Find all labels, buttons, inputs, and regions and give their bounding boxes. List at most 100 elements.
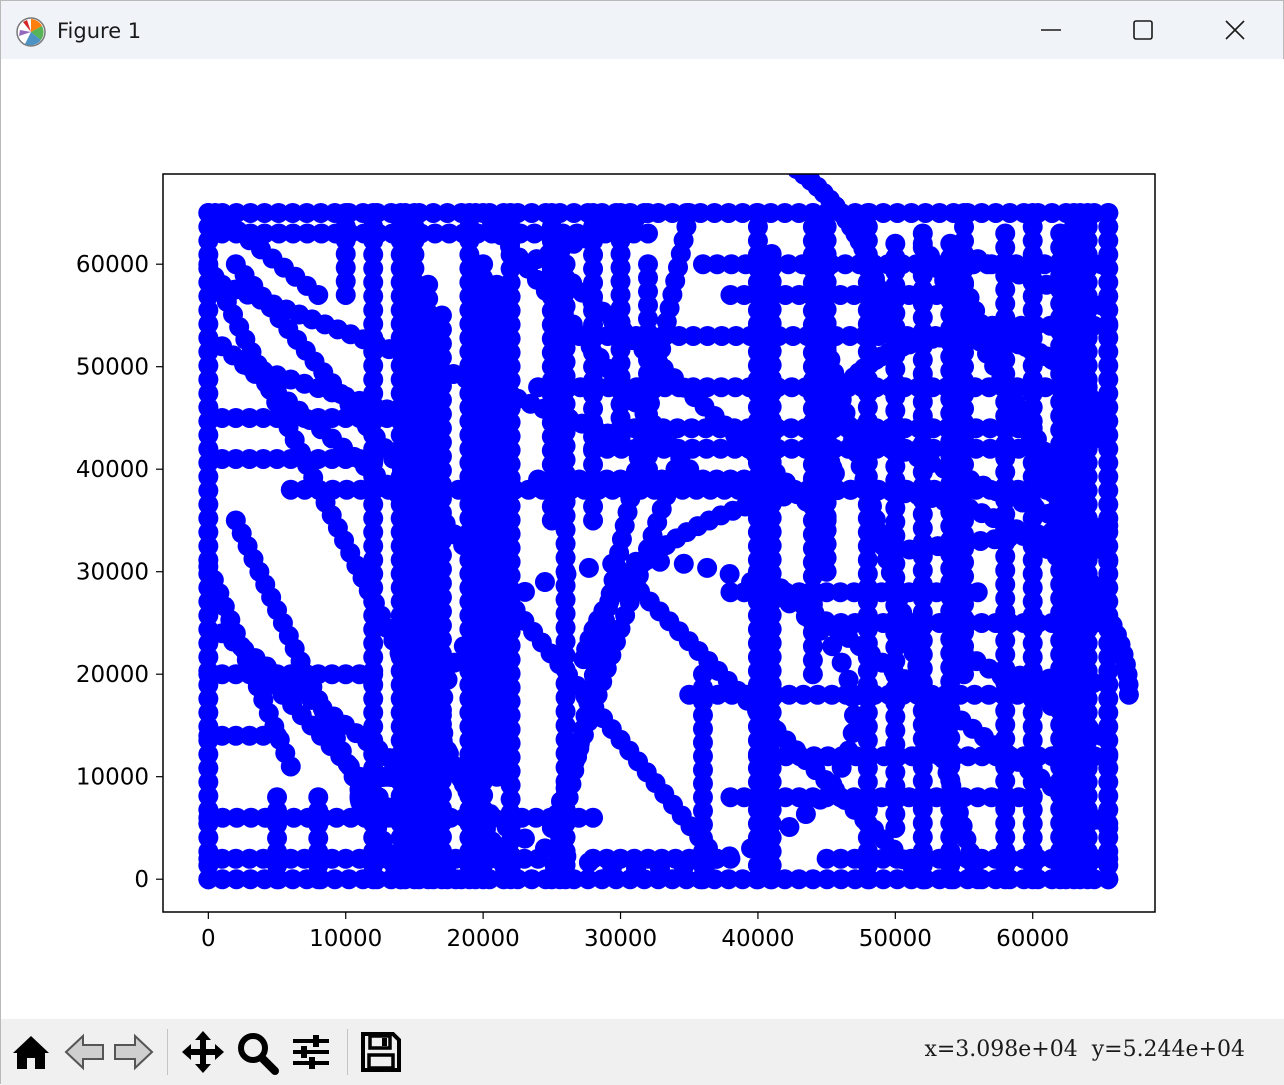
minimize-button[interactable]: [1005, 1, 1097, 59]
data-point: [747, 746, 768, 767]
figure-canvas[interactable]: 0 10000 20000 30000 40000 50000 60000 0 10000 200…: [1, 59, 1284, 1019]
data-point: [995, 813, 1016, 834]
data-point: [431, 305, 452, 326]
data-point: [816, 547, 837, 568]
data-point: [390, 202, 411, 223]
data-point: [954, 384, 975, 405]
data-point: [363, 452, 384, 473]
data-point: [1022, 577, 1043, 598]
data-point: [1098, 688, 1119, 709]
data-point: [887, 202, 908, 223]
data-point: [844, 848, 865, 869]
data-point: [212, 869, 233, 890]
data-point: [1008, 787, 1029, 808]
data-point: [844, 582, 865, 603]
data-point: [761, 549, 782, 570]
data-point: [761, 787, 782, 808]
data-point: [500, 649, 521, 670]
title-bar[interactable]: Figure 1: [1, 1, 1283, 59]
data-point: [390, 827, 411, 848]
back-button[interactable]: [63, 1029, 107, 1075]
data-point: [1077, 230, 1098, 251]
data-point: [500, 523, 521, 544]
y-tick-label: 50000: [76, 355, 149, 381]
data-point: [198, 397, 219, 418]
data-point: [929, 612, 950, 633]
data-point: [995, 560, 1016, 581]
data-point: [639, 438, 660, 459]
data-point: [418, 840, 439, 861]
data-point: [761, 396, 782, 417]
data-point: [363, 591, 384, 612]
data-point: [857, 772, 878, 793]
zoom-button[interactable]: [235, 1029, 279, 1075]
data-point: [612, 377, 633, 398]
data-point: [506, 95, 526, 115]
data-point: [500, 747, 521, 768]
data-point: [741, 572, 762, 593]
data-point: [761, 507, 782, 528]
home-button[interactable]: [9, 1029, 53, 1075]
data-point: [954, 370, 975, 391]
data-point: [496, 817, 517, 838]
data-point: [308, 869, 329, 890]
data-point: [761, 382, 782, 403]
data-point: [433, 723, 454, 744]
data-point: [431, 474, 452, 495]
data-point: [967, 582, 988, 603]
data-point: [431, 446, 452, 467]
data-point: [774, 202, 795, 223]
data-point: [1077, 216, 1098, 237]
pan-button[interactable]: [181, 1029, 225, 1075]
data-point: [1063, 425, 1084, 446]
data-point: [761, 257, 782, 278]
data-point: [885, 706, 906, 727]
data-point: [887, 869, 908, 890]
data-point: [578, 557, 599, 578]
data-point: [972, 746, 993, 767]
data-point: [711, 377, 732, 398]
data-point: [720, 284, 741, 305]
data-point: [1022, 202, 1043, 223]
data-point: [241, 807, 262, 828]
data-point: [1098, 315, 1119, 336]
data-point: [431, 826, 452, 847]
data-point: [1077, 520, 1098, 541]
data-point: [390, 660, 411, 681]
forward-button[interactable]: [111, 1029, 155, 1075]
data-point: [761, 855, 782, 876]
data-point: [500, 551, 521, 572]
data-point: [732, 202, 753, 223]
data-point: [555, 617, 576, 638]
save-button[interactable]: [359, 1029, 403, 1075]
data-point: [390, 730, 411, 751]
data-point: [1063, 633, 1084, 654]
data-point: [390, 480, 411, 501]
data-point: [240, 869, 261, 890]
data-point: [226, 869, 247, 890]
scatter-chart[interactable]: 0 10000 20000 30000 40000 50000 60000 0 10000 200…: [1, 59, 1284, 1019]
maximize-button[interactable]: [1097, 1, 1189, 59]
data-point: [390, 508, 411, 529]
data-point: [642, 97, 662, 117]
data-point: [308, 407, 329, 428]
configure-subplots-button[interactable]: [289, 1029, 333, 1075]
data-point: [363, 522, 384, 543]
data-point: [971, 848, 992, 869]
data-point: [569, 325, 590, 346]
data-point: [1056, 746, 1077, 767]
data-point: [583, 230, 604, 251]
data-point: [692, 869, 713, 890]
data-point: [335, 230, 356, 251]
data-point: [500, 496, 521, 517]
data-point: [437, 202, 458, 223]
data-point: [335, 243, 356, 264]
data-point: [718, 202, 739, 223]
data-point: [669, 325, 690, 346]
close-button[interactable]: [1189, 1, 1281, 59]
data-point: [697, 325, 718, 346]
data-point: [738, 129, 758, 149]
data-point: [431, 629, 452, 650]
data-point: [308, 284, 329, 305]
data-point: [431, 573, 452, 594]
